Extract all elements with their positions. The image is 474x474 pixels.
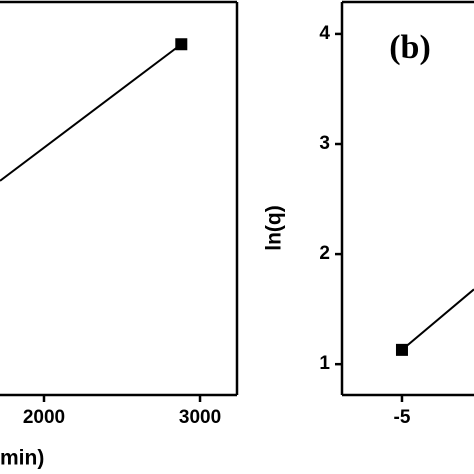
x-axis-label: min) <box>0 447 44 470</box>
data-point <box>395 343 408 356</box>
panel-label: (b) <box>389 29 431 66</box>
x-tick-label: 2000 <box>23 407 65 428</box>
x-tick-label: -5 <box>394 407 411 428</box>
fit-line <box>401 288 474 351</box>
y-tick-label: 4 <box>319 23 330 44</box>
fit-line <box>0 43 182 182</box>
y-tick-label: 3 <box>319 133 330 154</box>
x-tick-label: 3000 <box>179 407 221 428</box>
y-tick-label: 2 <box>319 243 330 264</box>
y-axis-label: ln(q) <box>263 205 286 250</box>
data-point <box>175 38 188 51</box>
y-tick-label: 1 <box>319 353 330 374</box>
